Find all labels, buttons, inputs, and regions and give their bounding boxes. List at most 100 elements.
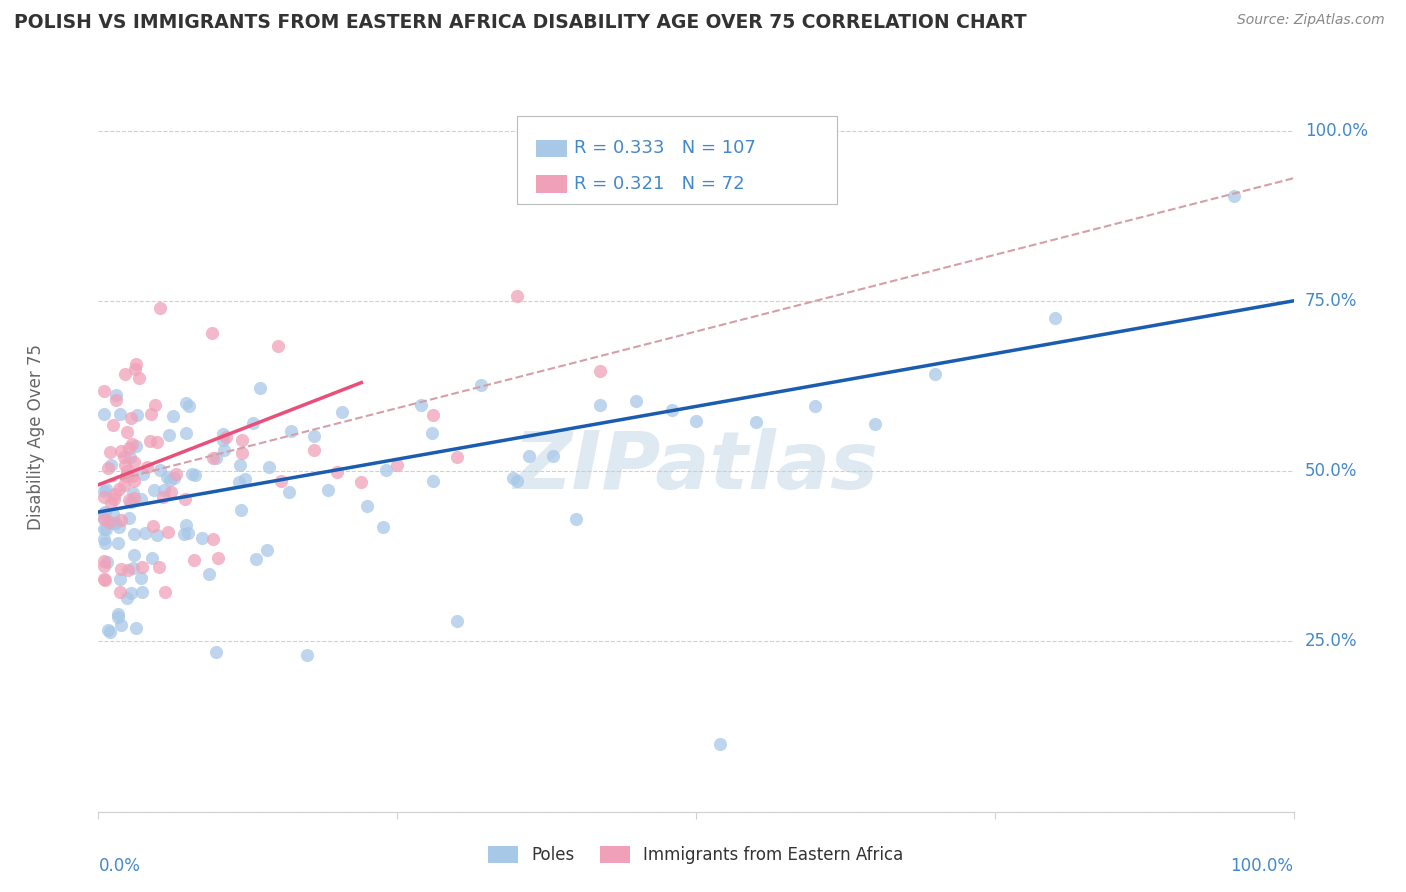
- Point: [93, 522, 115, 536]
- Point: [96, 555, 118, 569]
- Point: [93, 491, 115, 505]
- Point: [93, 533, 115, 547]
- Point: [108, 572, 131, 586]
- Point: [159, 473, 181, 487]
- Point: [117, 492, 139, 507]
- Text: 100.0%: 100.0%: [1305, 121, 1368, 139]
- Point: [565, 512, 588, 526]
- Point: [409, 398, 432, 412]
- Point: [131, 584, 153, 599]
- Point: [125, 408, 148, 422]
- Point: [204, 645, 226, 659]
- Point: [118, 450, 141, 464]
- Point: [173, 526, 195, 541]
- Point: [100, 496, 122, 510]
- Point: [156, 470, 179, 484]
- Text: Disability Age Over 75: Disability Age Over 75: [27, 344, 45, 530]
- Point: [162, 409, 184, 423]
- Point: [117, 425, 139, 439]
- Point: [120, 411, 142, 425]
- Text: 75.0%: 75.0%: [1305, 292, 1357, 310]
- Point: [177, 399, 200, 413]
- Point: [295, 648, 318, 662]
- Point: [148, 560, 170, 574]
- Text: 100.0%: 100.0%: [1230, 856, 1294, 875]
- Point: [93, 572, 115, 586]
- Point: [157, 525, 180, 540]
- Point: [100, 458, 122, 472]
- Point: [93, 407, 115, 421]
- Point: [235, 472, 257, 486]
- Point: [94, 522, 117, 536]
- Point: [541, 449, 564, 463]
- Point: [101, 507, 124, 521]
- Point: [242, 416, 264, 430]
- Point: [122, 486, 145, 500]
- Point: [422, 409, 444, 423]
- Point: [122, 474, 145, 488]
- Text: POLISH VS IMMIGRANTS FROM EASTERN AFRICA DISABILITY AGE OVER 75 CORRELATION CHAR: POLISH VS IMMIGRANTS FROM EASTERN AFRICA…: [14, 13, 1026, 32]
- Point: [110, 444, 132, 458]
- Point: [93, 511, 115, 525]
- Point: [277, 484, 299, 499]
- Point: [302, 429, 325, 443]
- Point: [120, 495, 142, 509]
- Point: [94, 573, 117, 587]
- Point: [201, 326, 224, 341]
- Text: ZIPatlas: ZIPatlas: [513, 428, 879, 506]
- Point: [135, 459, 157, 474]
- Point: [215, 430, 238, 444]
- Point: [212, 433, 235, 447]
- Point: [180, 467, 202, 481]
- Point: [174, 491, 197, 506]
- Point: [153, 585, 176, 599]
- Point: [1223, 188, 1246, 202]
- Point: [121, 436, 143, 450]
- Point: [125, 439, 148, 453]
- Point: [142, 483, 165, 497]
- Point: [149, 301, 172, 315]
- Point: [98, 516, 121, 530]
- Point: [202, 450, 225, 465]
- Point: [93, 506, 115, 520]
- Point: [165, 467, 187, 482]
- Point: [93, 559, 115, 574]
- Point: [98, 624, 121, 639]
- Point: [245, 552, 267, 566]
- Point: [589, 398, 612, 412]
- Point: [517, 449, 540, 463]
- Point: [924, 367, 946, 381]
- Point: [103, 418, 125, 433]
- Point: [159, 484, 181, 499]
- Point: [120, 586, 142, 600]
- Point: [422, 475, 444, 489]
- Text: R = 0.321   N = 72: R = 0.321 N = 72: [574, 175, 744, 193]
- Point: [506, 289, 529, 303]
- Point: [385, 458, 409, 473]
- Legend: Poles, Immigrants from Eastern Africa: Poles, Immigrants from Eastern Africa: [482, 839, 910, 871]
- Point: [131, 559, 153, 574]
- Point: [228, 475, 250, 489]
- Text: 25.0%: 25.0%: [1305, 632, 1357, 650]
- Point: [114, 367, 136, 381]
- Point: [122, 561, 145, 575]
- Point: [103, 491, 125, 506]
- Point: [94, 505, 117, 519]
- Point: [502, 471, 524, 485]
- Point: [129, 491, 152, 506]
- Point: [207, 551, 229, 566]
- Point: [125, 358, 148, 372]
- Point: [229, 503, 252, 517]
- Point: [93, 483, 115, 498]
- Point: [184, 467, 207, 482]
- Point: [257, 460, 280, 475]
- Point: [205, 450, 228, 465]
- Point: [148, 463, 170, 477]
- Point: [146, 435, 169, 450]
- Point: [302, 443, 325, 458]
- Point: [231, 446, 253, 460]
- Point: [93, 512, 115, 526]
- Point: [115, 469, 138, 483]
- Point: [122, 549, 145, 563]
- Point: [330, 405, 353, 419]
